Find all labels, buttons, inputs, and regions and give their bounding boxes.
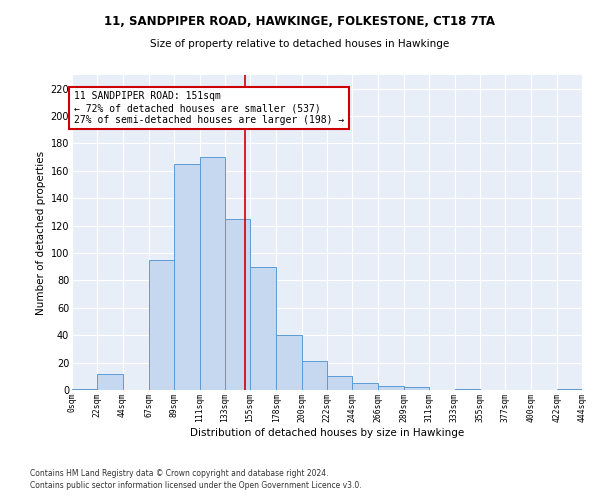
X-axis label: Distribution of detached houses by size in Hawkinge: Distribution of detached houses by size … <box>190 428 464 438</box>
Bar <box>174 164 199 390</box>
Bar <box>72 388 97 390</box>
Bar <box>225 219 250 390</box>
Text: Contains public sector information licensed under the Open Government Licence v3: Contains public sector information licen… <box>30 481 362 490</box>
Text: Size of property relative to detached houses in Hawkinge: Size of property relative to detached ho… <box>151 39 449 49</box>
Bar <box>327 376 352 390</box>
Text: 11, SANDPIPER ROAD, HAWKINGE, FOLKESTONE, CT18 7TA: 11, SANDPIPER ROAD, HAWKINGE, FOLKESTONE… <box>104 15 496 28</box>
Bar <box>404 388 429 390</box>
Text: 11 SANDPIPER ROAD: 151sqm
← 72% of detached houses are smaller (537)
27% of semi: 11 SANDPIPER ROAD: 151sqm ← 72% of detac… <box>74 92 344 124</box>
Bar <box>250 266 277 390</box>
Bar <box>199 157 225 390</box>
Y-axis label: Number of detached properties: Number of detached properties <box>37 150 46 314</box>
Bar <box>302 361 327 390</box>
Bar <box>377 386 404 390</box>
Bar <box>557 388 582 390</box>
Bar <box>455 388 480 390</box>
Text: Contains HM Land Registry data © Crown copyright and database right 2024.: Contains HM Land Registry data © Crown c… <box>30 468 329 477</box>
Bar <box>149 260 174 390</box>
Bar <box>277 335 302 390</box>
Bar <box>352 383 377 390</box>
Bar <box>97 374 122 390</box>
